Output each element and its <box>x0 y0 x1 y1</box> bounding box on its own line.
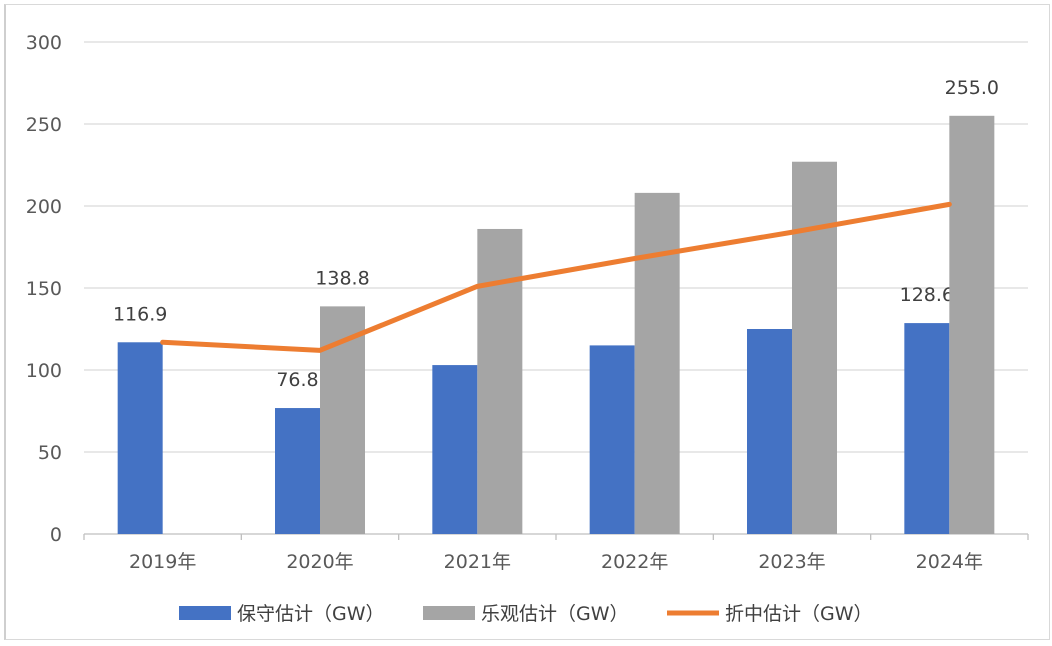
x-tick-label: 2019年 <box>129 551 196 573</box>
y-tick-label: 100 <box>26 360 62 382</box>
x-tick-label: 2023年 <box>758 551 825 573</box>
x-tick-label: 2022年 <box>601 551 668 573</box>
bar-optimistic <box>949 115 995 535</box>
x-tick-label: 2021年 <box>444 551 511 573</box>
y-tick-label: 50 <box>38 442 62 464</box>
line-compromise <box>160 201 952 353</box>
legend-swatch <box>179 606 231 620</box>
legend-label: 保守估计（GW） <box>237 603 385 625</box>
data-label: 76.8 <box>276 369 318 391</box>
bar-optimistic <box>634 192 680 534</box>
bar-optimistic <box>792 161 837 534</box>
x-tick-label: 2024年 <box>916 551 983 573</box>
y-tick-label: 300 <box>26 32 62 54</box>
y-tick-label: 250 <box>26 114 62 136</box>
chart-svg: 0 50 100 150 200 250 300 2019年 2020年 2021年 2022年 20… <box>26 32 1029 625</box>
bar-optimistic <box>320 306 365 534</box>
x-tick-label: 2020年 <box>286 551 353 573</box>
data-label: 128.6 <box>900 284 954 306</box>
y-tick-label: 150 <box>26 278 62 300</box>
bar-conservative <box>747 329 792 534</box>
legend-swatch <box>423 606 475 620</box>
data-label: 138.8 <box>315 267 369 289</box>
bar-conservative <box>589 345 635 534</box>
y-tick-label: 200 <box>26 196 62 218</box>
data-label: 255.0 <box>945 77 999 99</box>
legend-label: 乐观估计（GW） <box>481 603 629 625</box>
bar-conservative <box>904 323 950 534</box>
data-label: 116.9 <box>113 303 167 325</box>
bar-conservative <box>117 342 163 534</box>
bar-conservative <box>432 365 478 534</box>
y-tick-label: 0 <box>50 524 62 546</box>
legend-label: 折中估计（GW） <box>725 603 873 625</box>
bar-optimistic <box>477 228 523 534</box>
bar-conservative <box>275 408 320 534</box>
chart-frame: 0 50 100 150 200 250 300 2019年 2020年 2021年 2022年 20… <box>4 4 1050 640</box>
